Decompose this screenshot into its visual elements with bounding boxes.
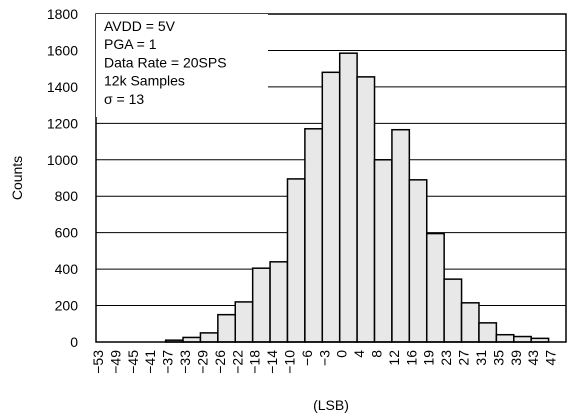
- histogram-bar: [391, 128, 411, 343]
- annotation-line: PGA = 1: [104, 36, 157, 52]
- histogram-bar: [338, 52, 358, 343]
- y-tick-label: 0: [70, 334, 78, 350]
- plot-frame: [95, 13, 567, 343]
- x-tick-label: 27: [456, 350, 472, 366]
- x-tick-label: 39: [508, 350, 524, 366]
- y-tick-label: 200: [55, 298, 79, 314]
- x-tick-label: −41: [142, 350, 158, 374]
- x-tick-label: −53: [90, 350, 106, 374]
- y-tick-labels: 0 200 400 600 800 1000 1200 1400 1600 1800: [47, 6, 78, 350]
- histogram-bar: [304, 128, 324, 343]
- y-tick-label: 1800: [47, 6, 78, 22]
- bars: [164, 52, 550, 343]
- x-tick-label: 47: [543, 350, 559, 366]
- y-tick-label: 1000: [47, 152, 78, 168]
- x-tick-label: −22: [229, 350, 245, 374]
- y-tick-label: 1400: [47, 79, 78, 95]
- y-axis-label: Counts: [9, 156, 25, 200]
- x-tick-labels: −53 −49 −45 −41 −37 −33 −29 −26 −22 −18 −14 −10 −6 −3…: [90, 350, 559, 374]
- x-tick-label: 12: [386, 350, 402, 366]
- histogram-bar: [460, 302, 480, 343]
- x-tick-label: 31: [473, 350, 489, 366]
- y-tick-label: 1200: [47, 115, 78, 131]
- histogram-bar: [495, 333, 515, 343]
- x-tick-label: −26: [212, 350, 228, 374]
- annotation-line: AVDD = 5V: [104, 18, 176, 34]
- histogram-bar: [217, 313, 237, 343]
- histogram-bar: [513, 335, 532, 343]
- histogram-bar: [373, 159, 393, 343]
- x-tick-label: 4: [351, 350, 367, 358]
- x-tick-label: 16: [403, 350, 419, 366]
- x-tick-label: −37: [160, 350, 176, 374]
- x-tick-label: 23: [438, 350, 454, 366]
- histogram-bar: [269, 261, 289, 343]
- x-tick-label: 19: [421, 350, 437, 366]
- x-tick-label: 43: [525, 350, 541, 366]
- x-tick-label: 35: [490, 350, 506, 366]
- histogram-bar: [443, 278, 463, 343]
- x-tick-label: −6: [299, 350, 315, 366]
- x-tick-label: −10: [281, 350, 297, 374]
- histogram-bar: [356, 76, 376, 343]
- annotation-box: AVDD = 5V PGA = 1 Data Rate = 20SPS 12k Sam…: [96, 14, 268, 117]
- histogram-bar: [321, 71, 341, 343]
- annotation-line: σ = 13: [104, 91, 144, 107]
- x-tick-label: 0: [334, 350, 350, 358]
- annotation-line: 12k Samples: [104, 73, 185, 89]
- y-tick-label: 1600: [47, 42, 78, 58]
- y-tick-label: 800: [55, 188, 79, 204]
- y-tick-label: 400: [55, 261, 79, 277]
- annotation-background: [96, 14, 268, 117]
- histogram-bar: [478, 322, 498, 343]
- x-tick-label: −45: [125, 350, 141, 374]
- histogram-bar: [199, 332, 219, 343]
- x-tick-label: −3: [316, 350, 332, 366]
- x-tick-label: −33: [177, 350, 193, 374]
- histogram-bar: [286, 178, 306, 343]
- x-tick-label: −29: [194, 350, 210, 374]
- histogram-bar: [408, 179, 428, 343]
- histogram-bar: [251, 267, 271, 343]
- x-tick-label: −14: [264, 350, 280, 374]
- x-tick-label: −18: [247, 350, 263, 374]
- y-tick-label: 600: [55, 225, 79, 241]
- histogram-bar: [234, 301, 254, 343]
- x-axis-label: (LSB): [313, 397, 349, 413]
- x-tick-label: −49: [107, 350, 123, 374]
- x-tick-label: 8: [369, 350, 385, 358]
- histogram-bar: [425, 232, 445, 343]
- annotation-line: Data Rate = 20SPS: [104, 54, 227, 70]
